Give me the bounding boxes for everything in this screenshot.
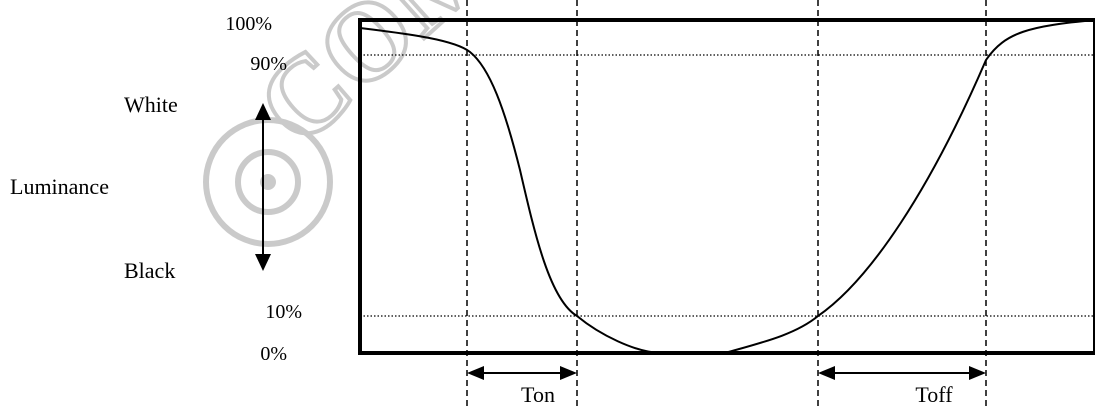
toff-arrow-right-icon [969,366,986,380]
label-100-percent: 100% [225,13,272,35]
label-ton: Ton [521,382,555,407]
label-white: White [124,92,178,117]
watermark-logo-inner-ring [235,149,301,215]
label-toff: Toff [915,382,953,407]
label-black: Black [124,258,175,283]
arrow-down-icon [255,254,271,271]
toff-arrow-left-icon [818,366,835,380]
ton-arrow-left-icon [467,366,484,380]
label-90-percent: 90% [250,53,287,75]
luminance-curve [359,19,1095,354]
watermark: COMPLETE [203,0,786,247]
watermark-text: COMPLETE [234,0,783,168]
arrow-up-icon [255,103,271,120]
label-luminance: Luminance [10,174,109,199]
plot-frame [358,18,1095,355]
label-10-percent: 10% [265,301,302,323]
label-0-percent: 0% [260,343,287,365]
ton-arrow-right-icon [560,366,577,380]
